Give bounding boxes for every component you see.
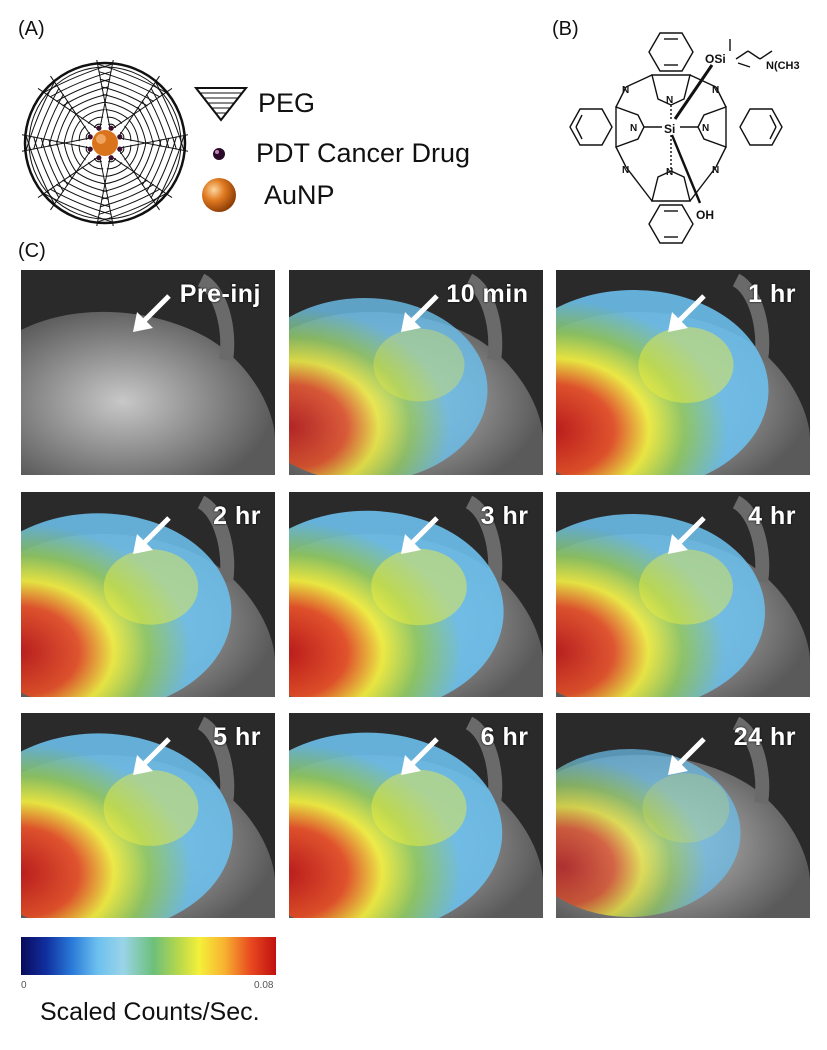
oh-label: OH: [696, 208, 714, 222]
imaging-tile: 6 hr: [288, 713, 543, 918]
tumor-arrow-icon: [133, 294, 171, 332]
n-label: N: [630, 123, 637, 134]
peg-gold-nanoparticle-diagram: [22, 60, 188, 226]
drug-molecule: [108, 155, 114, 161]
mouse-image: [21, 491, 275, 697]
tumor-arrow-icon: [133, 737, 171, 775]
timepoint-label: 24 hr: [733, 723, 796, 751]
mouse-image: [288, 270, 543, 475]
drug-dot-icon: [213, 147, 225, 160]
drug-molecule: [117, 134, 123, 140]
mouse-image: [21, 270, 275, 475]
amine-label: N(CH3)2: [766, 60, 800, 72]
legend-peg-label: PEG: [258, 87, 316, 118]
timepoint-label: 10 min: [446, 280, 529, 308]
imaging-tile: 5 hr: [21, 713, 275, 918]
mouse-image: [556, 491, 810, 697]
panel-c-label: (C): [18, 240, 46, 262]
drug-molecule: [117, 146, 123, 152]
legend-peg: PEG: [194, 84, 315, 122]
imaging-time-series-grid: Pre-inj 10 min: [21, 270, 810, 918]
colorbar-caption: Scaled Counts/Sec.: [40, 998, 260, 1026]
timepoint-label: 3 hr: [480, 501, 529, 530]
drug-molecule: [108, 125, 114, 131]
drug-molecule: [87, 134, 93, 140]
timepoint-label: 2 hr: [213, 501, 261, 530]
si-center-label: Si: [664, 122, 675, 136]
tumor-arrow-icon: [400, 515, 439, 554]
tumor-arrow-icon: [400, 737, 439, 775]
mouse-image: [556, 270, 810, 475]
timepoint-label: 1 hr: [748, 280, 796, 308]
tumor-arrow-icon: [668, 737, 706, 775]
colorbar-max-label: 0.08: [254, 980, 274, 991]
legend-drug-label: PDT Cancer Drug: [256, 138, 471, 168]
timepoint-label: Pre-inj: [179, 280, 261, 308]
legend-aunp-label: AuNP: [264, 179, 335, 210]
imaging-tile: Pre-inj: [21, 270, 275, 475]
mouse-image: [288, 713, 543, 918]
panel-b-label: (B): [552, 18, 579, 40]
peg-cone-icon: [194, 87, 248, 122]
n-label: N: [702, 123, 709, 134]
imaging-tile: 24 hr: [556, 713, 810, 918]
drug-molecule: [96, 155, 102, 161]
timepoint-label: 5 hr: [213, 723, 261, 751]
legend-drug: PDT Cancer Drug: [210, 138, 470, 169]
tumor-arrow-icon: [668, 294, 706, 332]
mouse-image: [21, 713, 275, 918]
n-label: N: [622, 165, 629, 176]
colorbar-min-label: 0: [21, 980, 27, 991]
tumor-arrow-icon: [400, 294, 439, 332]
timepoint-label: 4 hr: [748, 501, 796, 530]
tumor-arrow-icon: [668, 515, 706, 554]
gold-nanoparticle-icon: [202, 178, 236, 212]
imaging-tile: 3 hr: [288, 491, 543, 697]
tumor-arrow-icon: [133, 515, 171, 554]
panel-a-label: (A): [18, 18, 45, 40]
imaging-tile: 4 hr: [556, 491, 810, 697]
mouse-image: [288, 491, 543, 697]
drug-molecule: [87, 146, 93, 152]
intensity-colorbar: [21, 937, 276, 975]
legend-aunp: AuNP: [200, 176, 335, 214]
drug-molecule: [96, 125, 102, 131]
n-label: N: [712, 85, 719, 96]
n-label: N: [666, 167, 673, 178]
n-label: N: [712, 165, 719, 176]
n-label: N: [666, 95, 673, 106]
imaging-tile: 10 min: [288, 270, 543, 475]
imaging-tile: 1 hr: [556, 270, 810, 475]
mouse-image: [556, 713, 810, 918]
imaging-tile: 2 hr: [21, 491, 275, 697]
osi-label: OSi: [705, 52, 726, 66]
silicon-phthalocyanine-structure: OSi N(CH3)2 Si OH N N N N N N N N: [569, 32, 800, 244]
n-label: N: [622, 85, 629, 96]
timepoint-label: 6 hr: [480, 723, 529, 751]
